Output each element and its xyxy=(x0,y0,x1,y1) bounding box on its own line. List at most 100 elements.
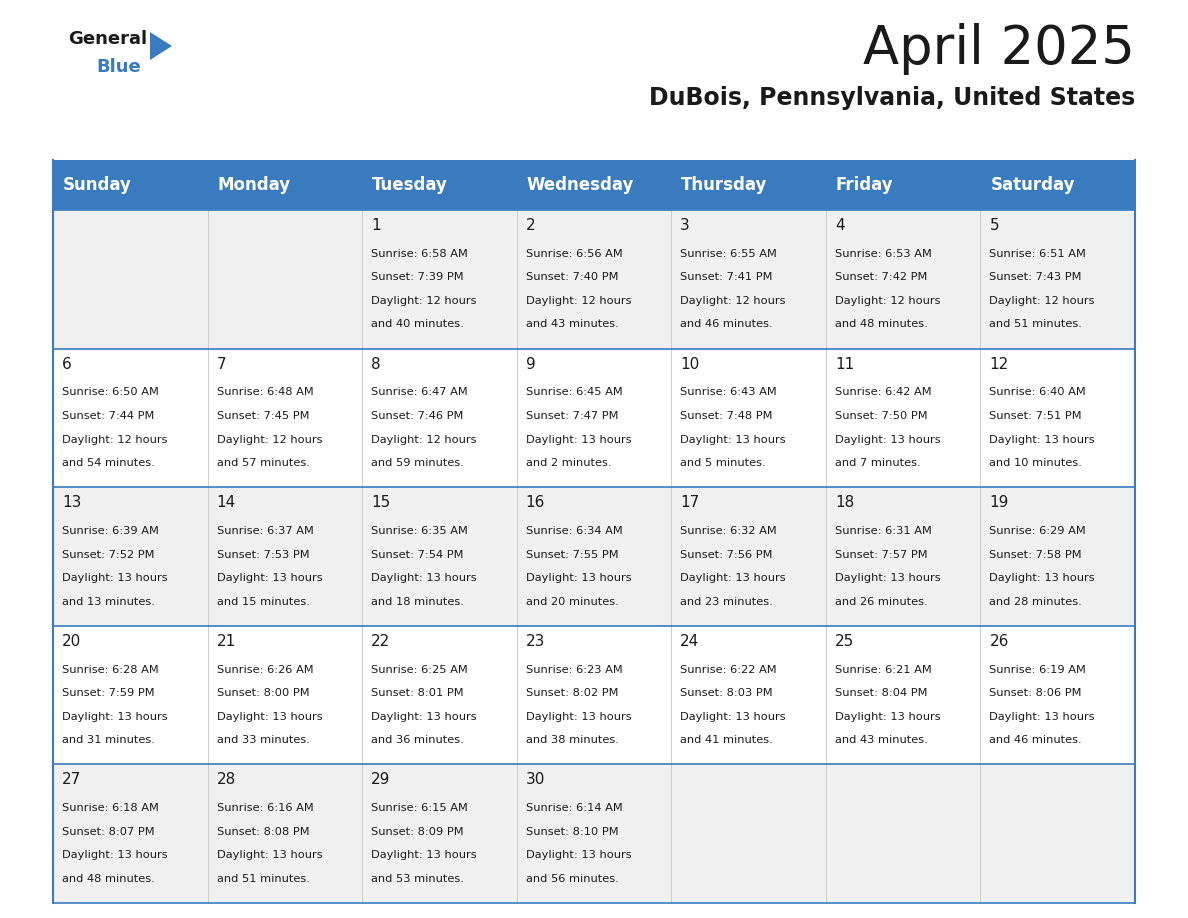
Text: Sunset: 7:59 PM: Sunset: 7:59 PM xyxy=(62,688,154,699)
Bar xyxy=(53,487,1135,626)
Text: and 10 minutes.: and 10 minutes. xyxy=(990,458,1082,468)
Text: 25: 25 xyxy=(835,633,854,649)
Text: Sunrise: 6:51 AM: Sunrise: 6:51 AM xyxy=(990,249,1086,259)
Text: Sunrise: 6:48 AM: Sunrise: 6:48 AM xyxy=(216,387,314,397)
Text: Sunset: 7:51 PM: Sunset: 7:51 PM xyxy=(990,411,1082,421)
Text: Sunset: 7:48 PM: Sunset: 7:48 PM xyxy=(681,411,772,421)
Text: Sunset: 7:44 PM: Sunset: 7:44 PM xyxy=(62,411,154,421)
Text: 27: 27 xyxy=(62,772,81,788)
Text: and 36 minutes.: and 36 minutes. xyxy=(371,735,463,745)
Text: and 20 minutes.: and 20 minutes. xyxy=(526,597,619,607)
Text: and 43 minutes.: and 43 minutes. xyxy=(526,319,619,330)
Bar xyxy=(53,626,1135,765)
Text: Sunset: 8:04 PM: Sunset: 8:04 PM xyxy=(835,688,928,699)
Text: Sunrise: 6:16 AM: Sunrise: 6:16 AM xyxy=(216,803,314,813)
Text: Sunset: 8:03 PM: Sunset: 8:03 PM xyxy=(681,688,773,699)
Text: Sunset: 7:39 PM: Sunset: 7:39 PM xyxy=(371,273,463,283)
Text: 15: 15 xyxy=(371,495,391,510)
Text: Daylight: 12 hours: Daylight: 12 hours xyxy=(62,434,168,444)
Text: Sunset: 7:42 PM: Sunset: 7:42 PM xyxy=(835,273,927,283)
Text: Sunrise: 6:14 AM: Sunrise: 6:14 AM xyxy=(526,803,623,813)
Text: 1: 1 xyxy=(371,218,381,233)
Text: Daylight: 13 hours: Daylight: 13 hours xyxy=(62,711,168,722)
Text: 2: 2 xyxy=(526,218,536,233)
Text: Sunrise: 6:18 AM: Sunrise: 6:18 AM xyxy=(62,803,159,813)
Text: and 54 minutes.: and 54 minutes. xyxy=(62,458,154,468)
Text: and 18 minutes.: and 18 minutes. xyxy=(371,597,465,607)
Text: Daylight: 13 hours: Daylight: 13 hours xyxy=(526,711,631,722)
Text: 5: 5 xyxy=(990,218,999,233)
Text: Blue: Blue xyxy=(96,58,140,76)
Text: and 31 minutes.: and 31 minutes. xyxy=(62,735,154,745)
Text: Sunrise: 6:34 AM: Sunrise: 6:34 AM xyxy=(526,526,623,536)
Text: 23: 23 xyxy=(526,633,545,649)
Text: 20: 20 xyxy=(62,633,81,649)
Text: Sunset: 8:10 PM: Sunset: 8:10 PM xyxy=(526,827,618,837)
Text: Tuesday: Tuesday xyxy=(372,176,448,194)
Text: Daylight: 13 hours: Daylight: 13 hours xyxy=(371,711,476,722)
Text: 18: 18 xyxy=(835,495,854,510)
Text: Sunset: 7:43 PM: Sunset: 7:43 PM xyxy=(990,273,1082,283)
Text: Sunset: 7:41 PM: Sunset: 7:41 PM xyxy=(681,273,772,283)
Text: and 46 minutes.: and 46 minutes. xyxy=(681,319,773,330)
Text: Sunrise: 6:58 AM: Sunrise: 6:58 AM xyxy=(371,249,468,259)
Text: Daylight: 13 hours: Daylight: 13 hours xyxy=(216,850,322,860)
Text: and 41 minutes.: and 41 minutes. xyxy=(681,735,773,745)
Text: Daylight: 13 hours: Daylight: 13 hours xyxy=(681,573,786,583)
Text: and 7 minutes.: and 7 minutes. xyxy=(835,458,921,468)
Text: 17: 17 xyxy=(681,495,700,510)
Text: Sunset: 7:40 PM: Sunset: 7:40 PM xyxy=(526,273,618,283)
Bar xyxy=(53,160,1135,210)
Text: Sunrise: 6:56 AM: Sunrise: 6:56 AM xyxy=(526,249,623,259)
Text: Sunset: 7:47 PM: Sunset: 7:47 PM xyxy=(526,411,618,421)
Text: and 51 minutes.: and 51 minutes. xyxy=(216,874,309,884)
Text: Sunset: 7:53 PM: Sunset: 7:53 PM xyxy=(216,550,309,560)
Text: Daylight: 13 hours: Daylight: 13 hours xyxy=(681,434,786,444)
Text: Sunset: 8:06 PM: Sunset: 8:06 PM xyxy=(990,688,1082,699)
Text: 16: 16 xyxy=(526,495,545,510)
Text: Sunset: 8:08 PM: Sunset: 8:08 PM xyxy=(216,827,309,837)
Text: Sunrise: 6:29 AM: Sunrise: 6:29 AM xyxy=(990,526,1086,536)
Text: Sunrise: 6:37 AM: Sunrise: 6:37 AM xyxy=(216,526,314,536)
Text: Sunset: 7:54 PM: Sunset: 7:54 PM xyxy=(371,550,463,560)
Text: Sunrise: 6:21 AM: Sunrise: 6:21 AM xyxy=(835,665,931,675)
Text: DuBois, Pennsylvania, United States: DuBois, Pennsylvania, United States xyxy=(649,86,1135,110)
Text: Sunset: 7:50 PM: Sunset: 7:50 PM xyxy=(835,411,928,421)
Text: Daylight: 13 hours: Daylight: 13 hours xyxy=(371,573,476,583)
Text: 11: 11 xyxy=(835,356,854,372)
Text: 7: 7 xyxy=(216,356,226,372)
Text: and 33 minutes.: and 33 minutes. xyxy=(216,735,309,745)
Text: Daylight: 12 hours: Daylight: 12 hours xyxy=(371,296,476,306)
Text: Sunrise: 6:25 AM: Sunrise: 6:25 AM xyxy=(371,665,468,675)
Text: Sunset: 7:58 PM: Sunset: 7:58 PM xyxy=(990,550,1082,560)
Text: and 46 minutes.: and 46 minutes. xyxy=(990,735,1082,745)
Polygon shape xyxy=(150,32,172,60)
Text: Daylight: 12 hours: Daylight: 12 hours xyxy=(216,434,322,444)
Text: Sunset: 7:55 PM: Sunset: 7:55 PM xyxy=(526,550,618,560)
Text: and 56 minutes.: and 56 minutes. xyxy=(526,874,619,884)
Text: 9: 9 xyxy=(526,356,536,372)
Text: Daylight: 12 hours: Daylight: 12 hours xyxy=(681,296,785,306)
Text: Daylight: 13 hours: Daylight: 13 hours xyxy=(990,711,1095,722)
Text: Monday: Monday xyxy=(217,176,291,194)
Text: Daylight: 12 hours: Daylight: 12 hours xyxy=(835,296,941,306)
Text: and 40 minutes.: and 40 minutes. xyxy=(371,319,463,330)
Text: and 5 minutes.: and 5 minutes. xyxy=(681,458,766,468)
Text: Daylight: 13 hours: Daylight: 13 hours xyxy=(835,573,941,583)
Text: and 51 minutes.: and 51 minutes. xyxy=(990,319,1082,330)
Text: and 2 minutes.: and 2 minutes. xyxy=(526,458,611,468)
Text: Wednesday: Wednesday xyxy=(526,176,634,194)
Text: 12: 12 xyxy=(990,356,1009,372)
Text: 29: 29 xyxy=(371,772,391,788)
Text: 4: 4 xyxy=(835,218,845,233)
Text: Sunrise: 6:50 AM: Sunrise: 6:50 AM xyxy=(62,387,159,397)
Text: April 2025: April 2025 xyxy=(864,23,1135,75)
Text: Sunrise: 6:19 AM: Sunrise: 6:19 AM xyxy=(990,665,1086,675)
Text: Sunset: 7:52 PM: Sunset: 7:52 PM xyxy=(62,550,154,560)
Text: Sunset: 8:00 PM: Sunset: 8:00 PM xyxy=(216,688,309,699)
Text: Sunrise: 6:39 AM: Sunrise: 6:39 AM xyxy=(62,526,159,536)
Text: and 53 minutes.: and 53 minutes. xyxy=(371,874,465,884)
Text: Friday: Friday xyxy=(836,176,893,194)
Text: and 57 minutes.: and 57 minutes. xyxy=(216,458,309,468)
Text: Sunday: Sunday xyxy=(63,176,132,194)
